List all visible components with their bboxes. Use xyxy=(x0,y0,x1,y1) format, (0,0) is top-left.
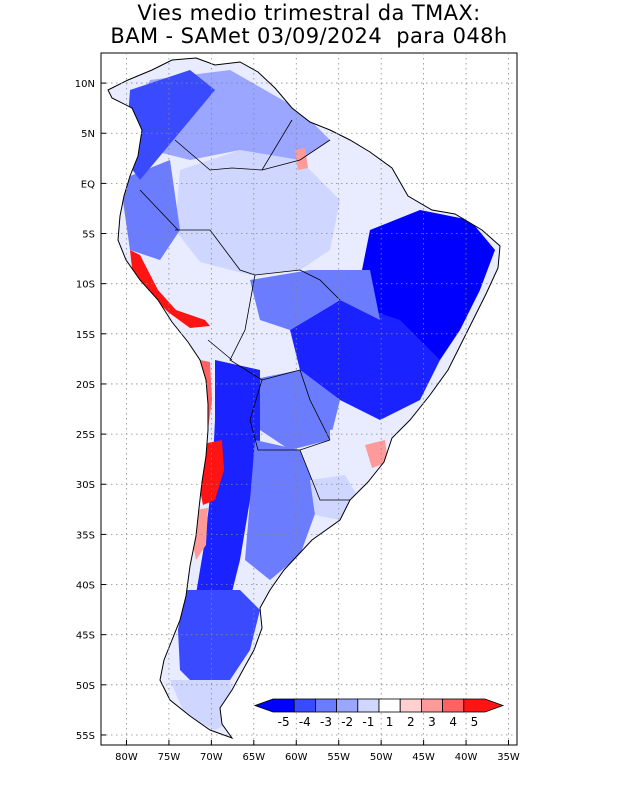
colorbar-label: 5 xyxy=(471,715,479,729)
colorbar-label: 1 xyxy=(386,715,394,729)
y-tick-label: 35S xyxy=(76,530,95,541)
colorbar-swatch xyxy=(314,698,337,713)
bias-light-amazon xyxy=(175,150,340,275)
y-tick-label: 15S xyxy=(76,330,95,341)
colorbar-label: -2 xyxy=(341,715,353,729)
colorbar-label: 3 xyxy=(428,715,436,729)
colorbar: -5 -4 -3 -2 -1 1 2 3 4 5 xyxy=(253,698,505,729)
bias-mid-patagonia xyxy=(178,590,260,690)
title-line-1: Vies medio trimestral da TMAX: xyxy=(137,1,481,25)
title-block: Vies medio trimestral da TMAX: BAM - SAM… xyxy=(0,2,618,48)
colorbar-swatch xyxy=(399,698,422,713)
y-tick-label: 10N xyxy=(75,79,95,90)
bias-mid-paraguay xyxy=(250,370,340,450)
bias-strong-nw xyxy=(125,70,215,180)
y-tick-label: 40S xyxy=(76,581,95,592)
x-tick-label: 80W xyxy=(115,752,138,763)
bias-strong-central xyxy=(290,300,440,420)
bias-mid-central xyxy=(250,270,380,330)
bias-light-south-tip xyxy=(170,680,235,730)
bias-mid-pampas xyxy=(245,440,320,580)
y-tick-label: 25S xyxy=(76,430,95,441)
colorbar-label: -3 xyxy=(320,715,332,729)
colorbar-label: -1 xyxy=(362,715,374,729)
x-tick-label: 60W xyxy=(285,752,308,763)
title-line-2: BAM - SAMet 03/09/2024 para 048h xyxy=(110,24,508,48)
y-tick-label: 30S xyxy=(76,480,95,491)
colorbar-swatch xyxy=(420,698,443,713)
x-tick-label: 35W xyxy=(497,752,520,763)
colorbar-label: -4 xyxy=(299,715,311,729)
y-tick-label: 5N xyxy=(81,129,95,140)
colorbar-label: -5 xyxy=(278,715,290,729)
gridlines xyxy=(101,53,517,745)
bias-warm-rio xyxy=(365,440,388,468)
colorbar-swatch xyxy=(336,698,359,713)
colorbar-swatch xyxy=(293,698,316,713)
y-tick-label: 20S xyxy=(76,380,95,391)
colorbar-label: 4 xyxy=(449,715,457,729)
y-tick-label: 10S xyxy=(76,280,95,291)
country-borders xyxy=(139,119,350,501)
map-frame xyxy=(100,52,518,746)
colorbar-swatch xyxy=(463,698,505,713)
y-tick-labels: 10N 5N EQ 5S 10S 15S 20S 25S 30S 35S 40S 45S 50S 55S xyxy=(75,79,106,742)
y-tick-label: 45S xyxy=(76,631,95,642)
y-tick-label: 5S xyxy=(82,230,95,241)
colorbar-swatch xyxy=(253,698,295,713)
x-tick-label: 45W xyxy=(412,752,435,763)
bias-field xyxy=(107,57,501,740)
colorbar-swatch xyxy=(357,698,380,713)
bias-mid-west xyxy=(120,160,180,260)
x-tick-label: 55W xyxy=(327,752,350,763)
colorbar-label: 2 xyxy=(407,715,415,729)
x-tick-label: 65W xyxy=(243,752,266,763)
x-tick-label: 75W xyxy=(158,752,181,763)
y-tick-label: 50S xyxy=(76,681,95,692)
x-tick-label: 50W xyxy=(370,752,393,763)
x-tick-labels: 80W 75W 70W 65W 60W 55W 50W 45W 40W 35W xyxy=(115,740,520,763)
y-tick-label: 55S xyxy=(76,731,95,742)
y-tick-label: EQ xyxy=(81,179,95,190)
x-tick-label: 70W xyxy=(200,752,223,763)
colorbar-swatch xyxy=(442,698,465,713)
x-tick-label: 40W xyxy=(455,752,478,763)
bias-strong-argentina xyxy=(185,360,260,660)
colorbar-swatch xyxy=(378,698,401,713)
coastline xyxy=(107,57,501,740)
